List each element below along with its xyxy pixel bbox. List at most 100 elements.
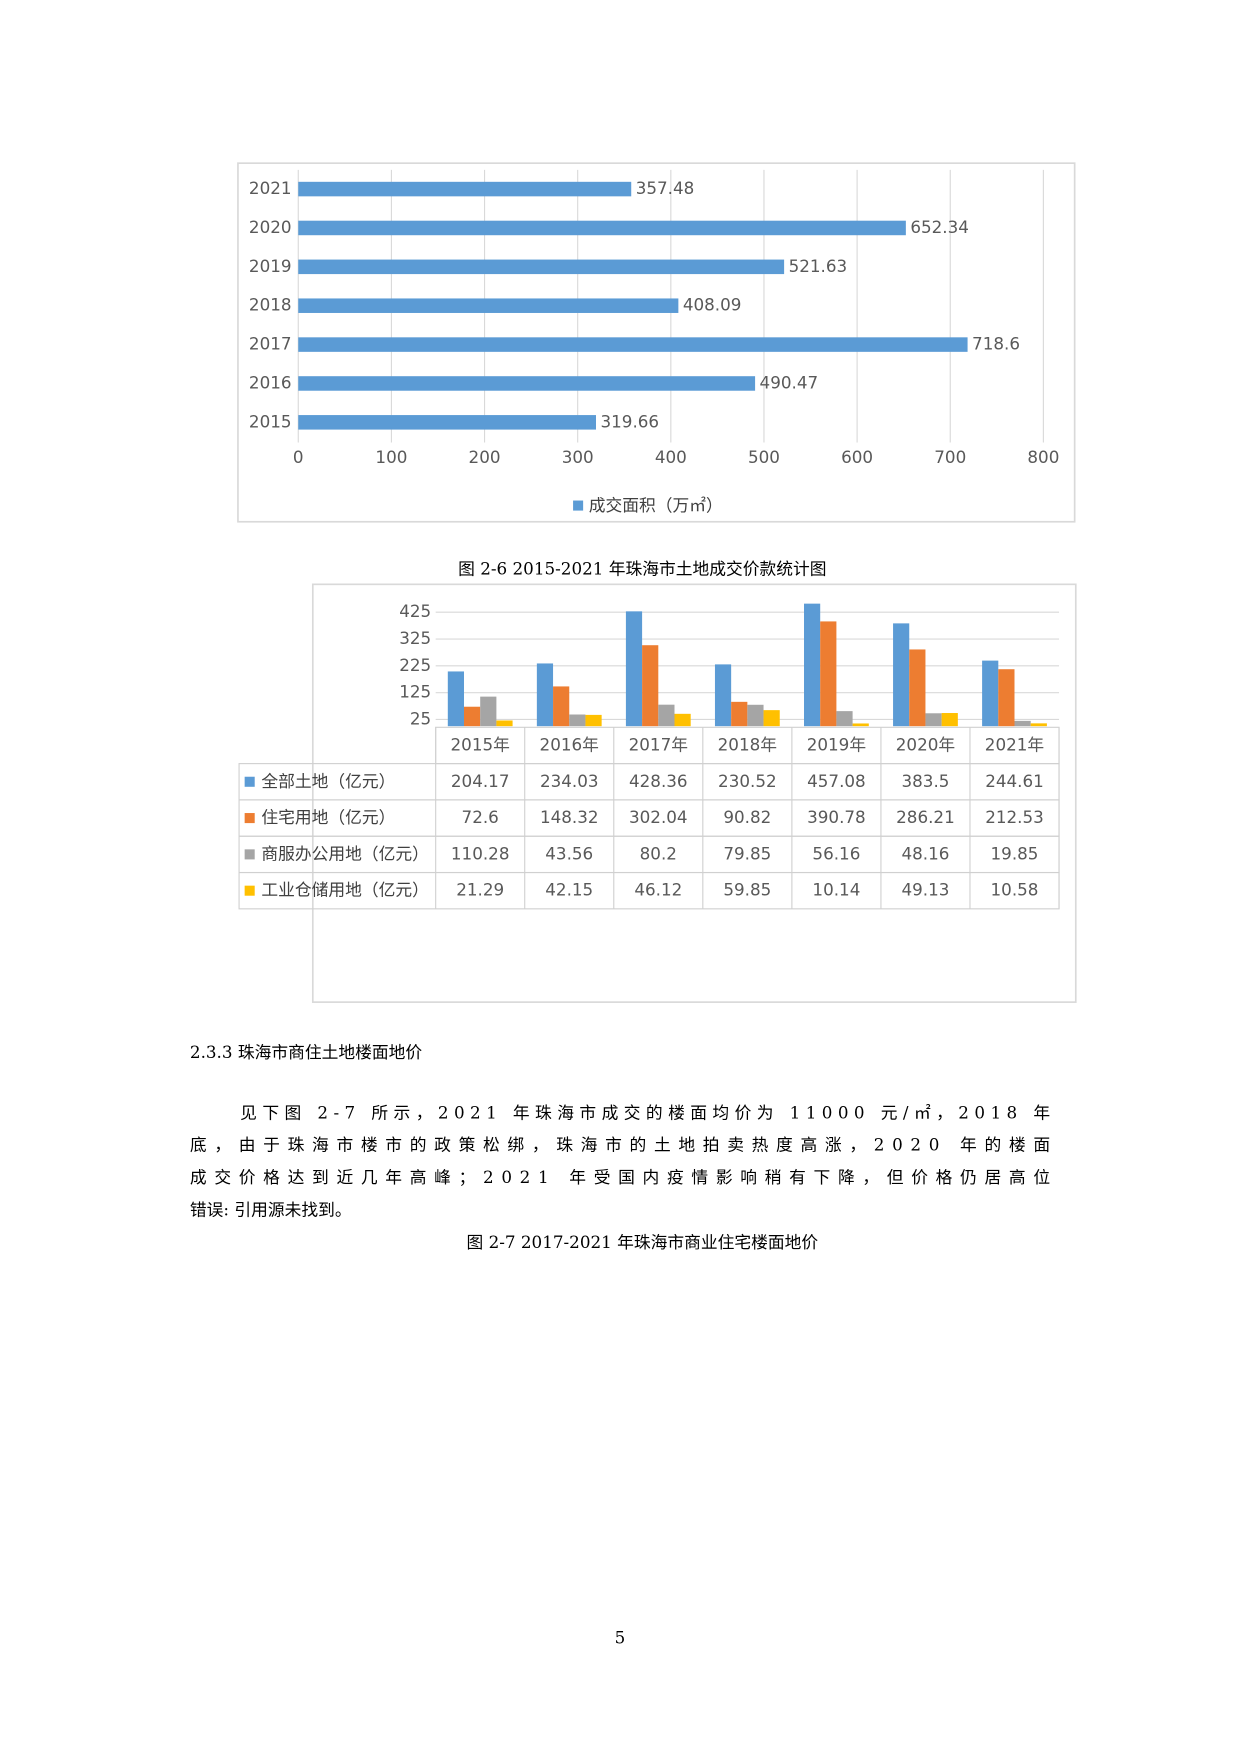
table-value: 72.6 [462, 807, 499, 827]
table-value: 244.61 [985, 771, 1044, 791]
bar [298, 415, 597, 430]
bar [480, 696, 497, 727]
table-value: 56.16 [812, 843, 860, 863]
legend-label: 商服办公用地（亿元） [261, 843, 429, 863]
table-value: 212.53 [985, 807, 1044, 827]
data-label: 357.48 [636, 178, 695, 198]
data-label: 718.6 [972, 334, 1020, 354]
paragraph-line: 见下图 2-7 所示，2021 年珠海市成交的楼面均价为 11000 元/㎡，2… [240, 1102, 1050, 1122]
x-tick-label: 800 [1027, 447, 1059, 467]
legend-swatch [244, 813, 255, 824]
table-value: 46.12 [634, 880, 682, 900]
y-tick-label: 2015 [249, 411, 292, 431]
x-tick-label: 2018年 [718, 734, 777, 754]
legend-label: 全部土地（亿元） [261, 771, 395, 791]
bar [998, 669, 1015, 727]
data-label: 408.09 [683, 295, 742, 315]
bar [747, 704, 764, 727]
table-value: 428.36 [629, 771, 688, 791]
bar [585, 714, 602, 727]
bar [298, 259, 785, 275]
bar [298, 337, 968, 352]
table-value: 43.56 [545, 843, 593, 863]
legend-swatch [573, 500, 584, 511]
legend-label: 成交面积（万㎡） [589, 495, 723, 515]
x-tick-label: 2021年 [985, 734, 1044, 754]
bar [982, 660, 999, 727]
paragraph-line: 成交价格达到近几年高峰；2021 年受国内疫情影响稍有下降，但价格仍居高位 [190, 1167, 1050, 1187]
bar [447, 671, 465, 727]
y-tick-label: 25 [410, 708, 431, 728]
x-tick-label: 500 [748, 447, 780, 467]
bar [1030, 723, 1047, 727]
table-value: 42.15 [545, 880, 593, 900]
table-value: 80.2 [640, 843, 677, 863]
table-value: 148.32 [540, 807, 599, 827]
legend-label: 住宅用地（亿元） [261, 807, 395, 827]
bar [941, 713, 958, 727]
x-tick-label: 2020年 [896, 734, 955, 754]
section-heading: 2.3.3 珠海市商住土地楼面地价 [190, 1042, 422, 1062]
x-tick-label: 600 [841, 447, 873, 467]
legend-swatch [244, 776, 255, 787]
table-value: 90.82 [723, 807, 771, 827]
paragraph-line: 底，由于珠海市楼市的政策松绑，珠海市的土地拍卖热度高涨，2020 年的楼面 [190, 1135, 1050, 1155]
bar [852, 723, 869, 727]
table-value: 286.21 [896, 807, 955, 827]
figure-caption: 图 2-6 2015-2021 年珠海市土地成交价款统计图 [458, 558, 826, 578]
bar [731, 701, 748, 727]
y-tick-label: 2016 [249, 372, 292, 392]
bar [1014, 720, 1031, 727]
bar [836, 711, 853, 727]
chart-frame [237, 162, 1076, 523]
table-value: 234.03 [540, 771, 599, 791]
table-value: 302.04 [629, 807, 688, 827]
bar [658, 704, 675, 727]
table-value: 110.28 [451, 843, 510, 863]
paragraph-line: 错误: 引用源未找到。 [190, 1200, 352, 1220]
bar [298, 298, 679, 313]
table-value: 48.16 [901, 843, 949, 863]
x-tick-label: 100 [375, 447, 407, 467]
y-tick-label: 425 [399, 601, 431, 621]
x-tick-label: 300 [562, 447, 594, 467]
y-tick-label: 2017 [249, 334, 292, 354]
table-value: 10.58 [991, 880, 1039, 900]
x-tick-label: 2019年 [807, 734, 866, 754]
bar [496, 720, 513, 727]
bar [625, 611, 643, 727]
x-tick-label: 200 [469, 447, 501, 467]
y-tick-label: 2020 [249, 217, 292, 237]
y-tick-label: 225 [399, 655, 431, 675]
page-number: 5 [615, 1627, 626, 1647]
chart-frame [311, 583, 1077, 1003]
bar [553, 686, 570, 727]
table-value: 59.85 [723, 880, 771, 900]
x-tick-label: 700 [934, 447, 966, 467]
x-tick-label: 2015年 [451, 734, 510, 754]
table-value: 79.85 [723, 843, 771, 863]
table-value: 19.85 [991, 843, 1039, 863]
table-value: 49.13 [901, 880, 949, 900]
bar [298, 220, 906, 236]
table-value: 383.5 [901, 771, 949, 791]
table-value: 204.17 [451, 771, 510, 791]
bar [674, 713, 691, 727]
data-label: 490.47 [760, 372, 819, 392]
bar [298, 181, 632, 197]
bar [642, 645, 659, 727]
table-value: 390.78 [807, 807, 866, 827]
legend-label: 工业仓储用地（亿元） [261, 880, 429, 900]
table-value: 230.52 [718, 771, 777, 791]
table-value: 457.08 [807, 771, 866, 791]
bar [804, 603, 821, 727]
bar [909, 649, 926, 727]
figure-caption: 图 2-7 2017-2021 年珠海市商业住宅楼面地价 [467, 1232, 819, 1252]
table-value: 21.29 [456, 880, 504, 900]
bar [925, 713, 942, 727]
bar [820, 621, 837, 727]
x-tick-label: 2017年 [629, 734, 688, 754]
data-label: 521.63 [789, 256, 848, 276]
